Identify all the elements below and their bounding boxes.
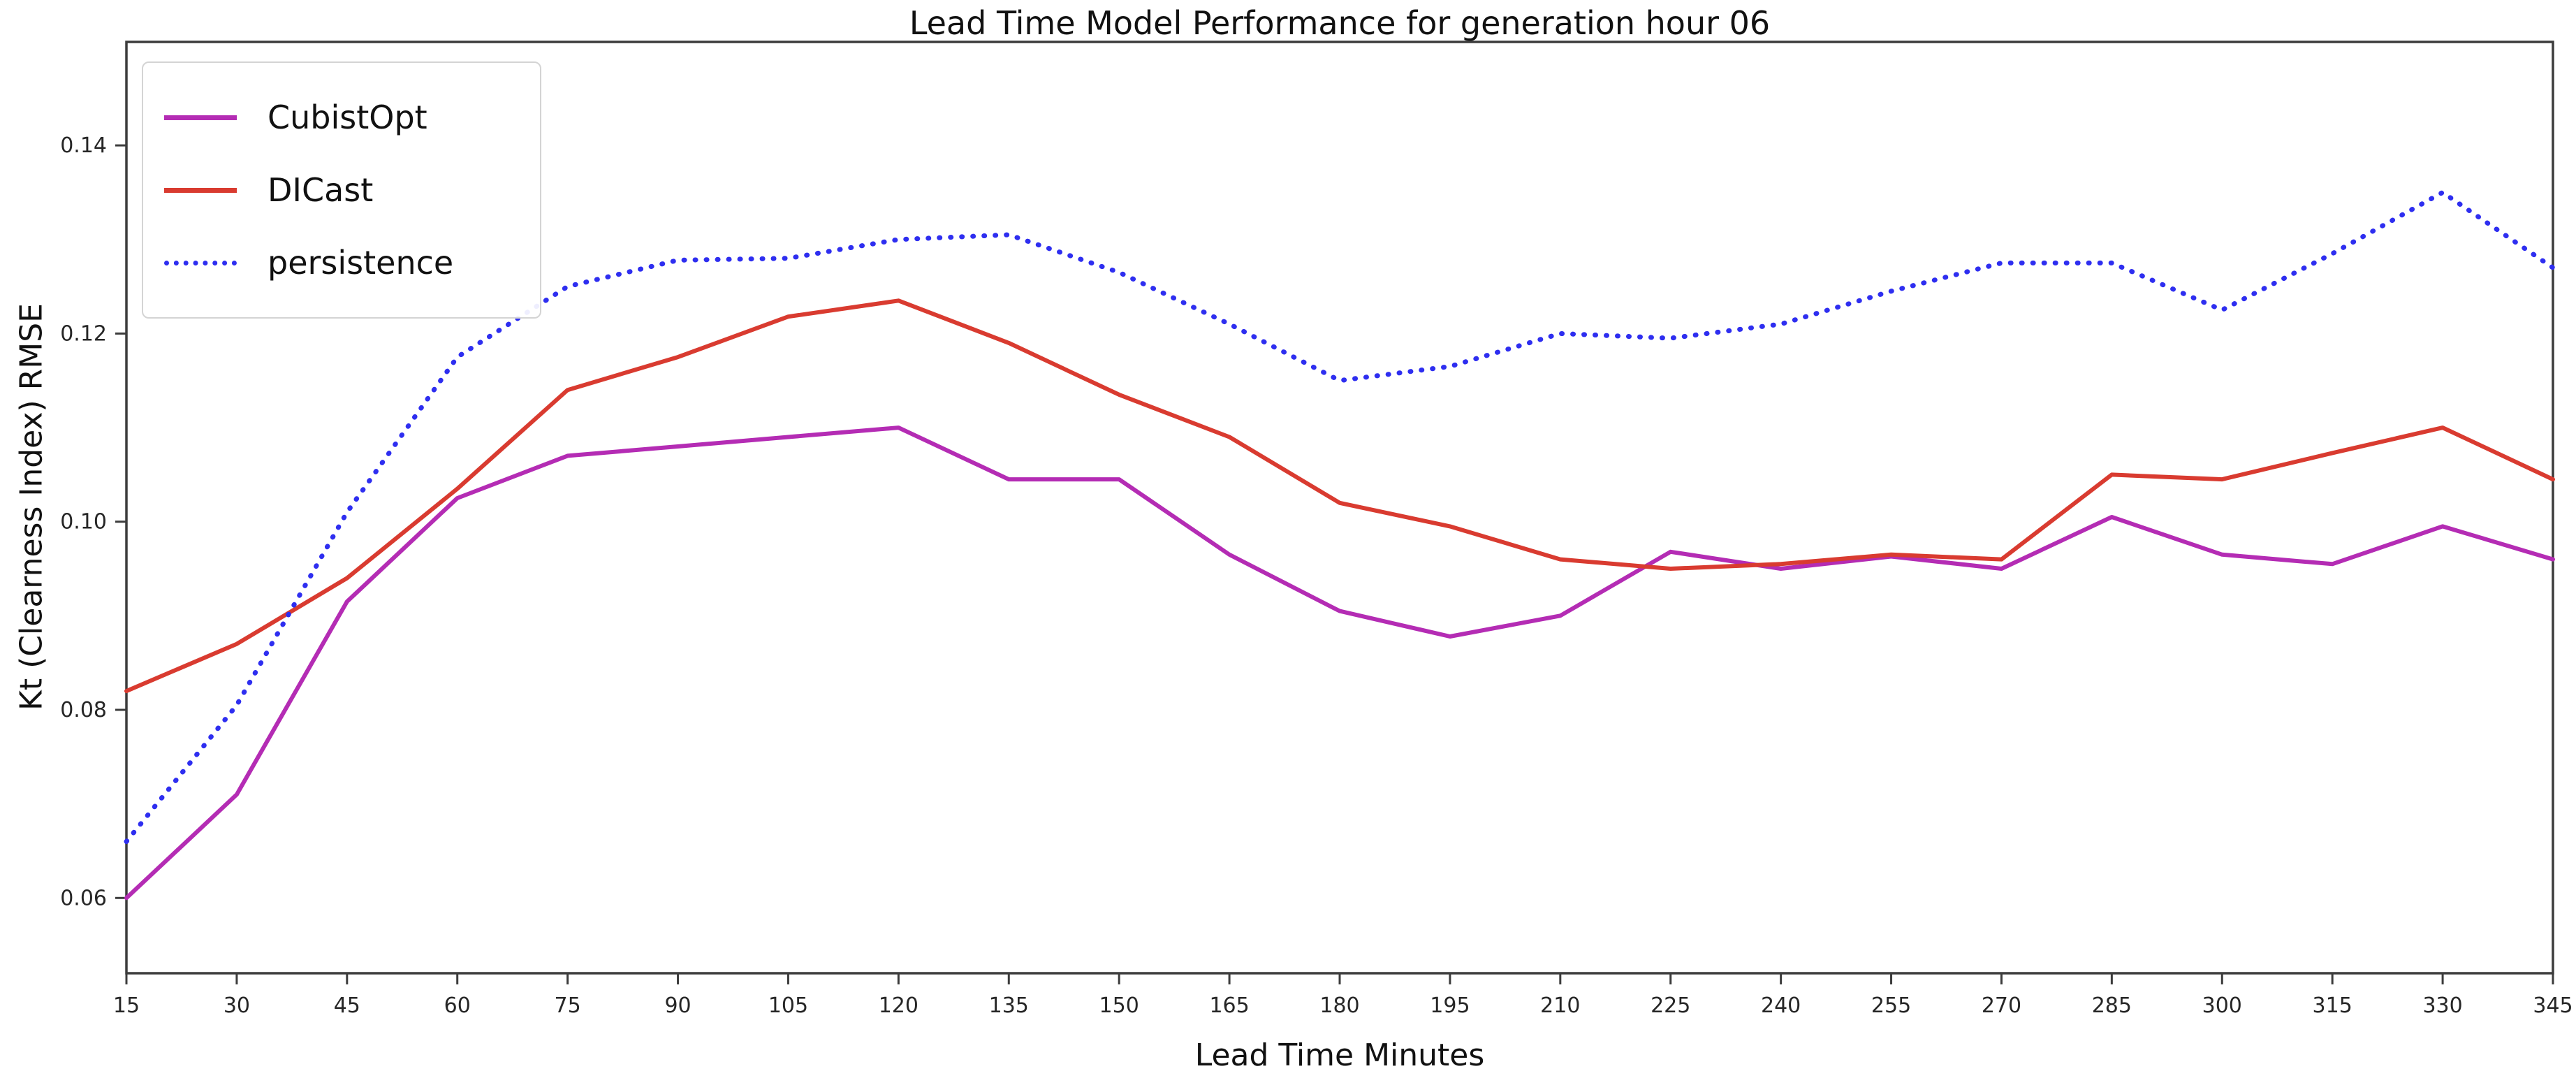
x-tick-label: 135 — [989, 993, 1029, 1018]
x-axis-label: Lead Time Minutes — [1194, 1038, 1485, 1073]
x-tick-label: 15 — [113, 993, 140, 1018]
y-axis-label: Kt (Clearness Index) RMSE — [13, 303, 50, 711]
x-tick-label: 90 — [664, 993, 691, 1018]
y-tick-label: 0.08 — [60, 698, 107, 722]
legend-swatch-cubistopt — [164, 115, 237, 120]
x-tick-label: 30 — [224, 993, 250, 1018]
chart-title: Lead Time Model Performance for generati… — [909, 4, 1771, 42]
x-tick-label: 255 — [1871, 993, 1911, 1018]
x-tick-label: 150 — [1099, 993, 1139, 1018]
legend: CubistOpt DICast persistence — [142, 61, 541, 319]
x-tick-label: 270 — [1982, 993, 2021, 1018]
y-tick-label: 0.10 — [60, 510, 107, 534]
x-tick-label: 285 — [2092, 993, 2132, 1018]
x-tick-label: 345 — [2533, 993, 2573, 1018]
y-tick-label: 0.14 — [60, 133, 107, 158]
legend-item-persistence: persistence — [164, 226, 519, 299]
legend-swatch-dicast — [164, 187, 237, 193]
x-tick-label: 120 — [879, 993, 919, 1018]
x-tick-label: 315 — [2313, 993, 2352, 1018]
x-tick-label: 195 — [1430, 993, 1470, 1018]
x-tick-label: 60 — [444, 993, 471, 1018]
legend-label-persistence: persistence — [268, 244, 454, 282]
x-tick-label: 300 — [2202, 993, 2242, 1018]
legend-item-cubistopt: CubistOpt — [164, 81, 519, 154]
legend-item-dicast: DICast — [164, 154, 519, 226]
legend-label-dicast: DICast — [268, 171, 374, 209]
x-tick-label: 330 — [2422, 993, 2462, 1018]
x-tick-label: 180 — [1319, 993, 1359, 1018]
x-tick-label: 240 — [1761, 993, 1801, 1018]
x-tick-label: 75 — [555, 993, 581, 1018]
x-tick-label: 165 — [1209, 993, 1249, 1018]
x-tick-label: 210 — [1540, 993, 1580, 1018]
x-tick-label: 45 — [334, 993, 360, 1018]
y-tick-label: 0.12 — [60, 321, 107, 346]
legend-swatch-persistence — [164, 260, 237, 265]
series-line-DICast — [124, 298, 2555, 694]
y-tick-label: 0.06 — [60, 886, 107, 910]
x-tick-label: 225 — [1651, 993, 1690, 1018]
legend-label-cubistopt: CubistOpt — [268, 99, 427, 136]
series-line-CubistOpt — [124, 425, 2555, 901]
x-tick-label: 105 — [768, 993, 808, 1018]
